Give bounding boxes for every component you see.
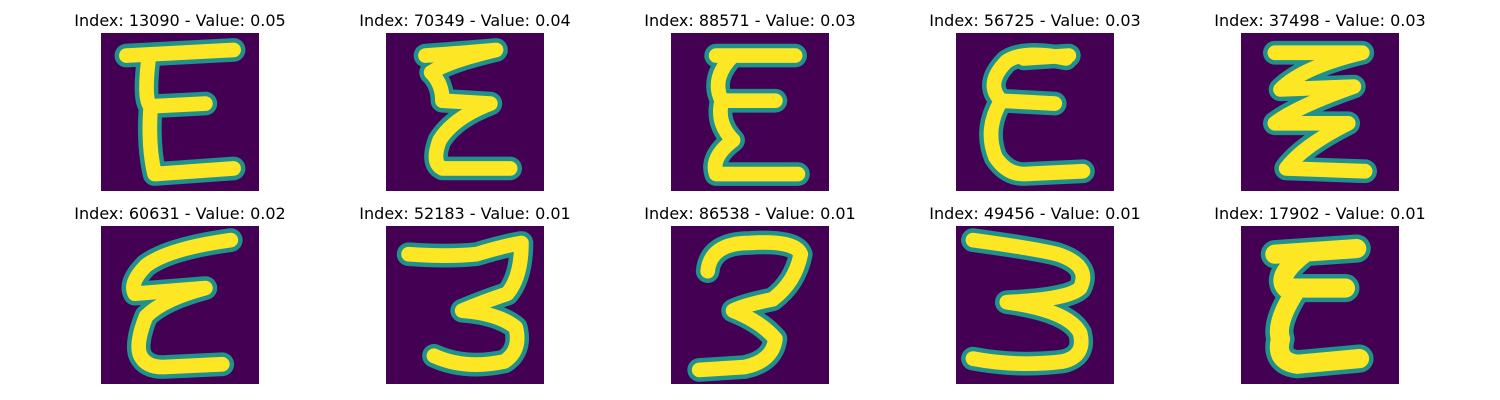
digit-image — [386, 226, 544, 384]
digit-image — [671, 33, 829, 191]
digit-stroke — [691, 235, 809, 378]
image-panel: Index: 86538 - Value: 0.01 — [620, 204, 880, 384]
image-panel: Index: 70349 - Value: 0.04 — [335, 11, 595, 191]
image-panel: Index: 52183 - Value: 0.01 — [335, 204, 595, 384]
digit-stroke — [126, 232, 239, 375]
digit-stroke — [418, 42, 518, 176]
digit-image — [671, 226, 829, 384]
digit-stroke — [965, 232, 1091, 372]
digit-stroke — [119, 42, 241, 182]
panel-title: Index: 70349 - Value: 0.04 — [359, 11, 571, 30]
digit-stroke — [707, 48, 806, 182]
digit-image — [956, 226, 1114, 384]
panel-title: Index: 86538 - Value: 0.01 — [644, 204, 856, 223]
digit-image — [1241, 33, 1399, 191]
image-panel: Index: 17902 - Value: 0.01 — [1190, 204, 1450, 384]
image-panel: Index: 88571 - Value: 0.03 — [620, 11, 880, 191]
digit-stroke — [1265, 238, 1370, 374]
digit-image — [101, 226, 259, 384]
panel-title: Index: 60631 - Value: 0.02 — [74, 204, 286, 223]
digit-stroke — [983, 47, 1091, 182]
image-panel: Index: 37498 - Value: 0.03 — [1190, 11, 1450, 191]
panel-title: Index: 13090 - Value: 0.05 — [74, 11, 286, 30]
digit-image — [956, 33, 1114, 191]
digit-stroke — [401, 235, 529, 372]
digit-image — [101, 33, 259, 191]
panel-title: Index: 49456 - Value: 0.01 — [929, 204, 1141, 223]
panel-title: Index: 88571 - Value: 0.03 — [644, 11, 856, 30]
digit-image — [386, 33, 544, 191]
image-panel: Index: 60631 - Value: 0.02 — [50, 204, 310, 384]
panel-title: Index: 56725 - Value: 0.03 — [929, 11, 1141, 30]
image-panel: Index: 13090 - Value: 0.05 — [50, 11, 310, 191]
image-panel: Index: 56725 - Value: 0.03 — [905, 11, 1165, 191]
panel-title: Index: 17902 - Value: 0.01 — [1214, 204, 1426, 223]
digit-image — [1241, 226, 1399, 384]
image-panel: Index: 49456 - Value: 0.01 — [905, 204, 1165, 384]
digit-stroke — [1267, 45, 1373, 179]
panel-title: Index: 37498 - Value: 0.03 — [1214, 11, 1426, 30]
panel-title: Index: 52183 - Value: 0.01 — [359, 204, 571, 223]
